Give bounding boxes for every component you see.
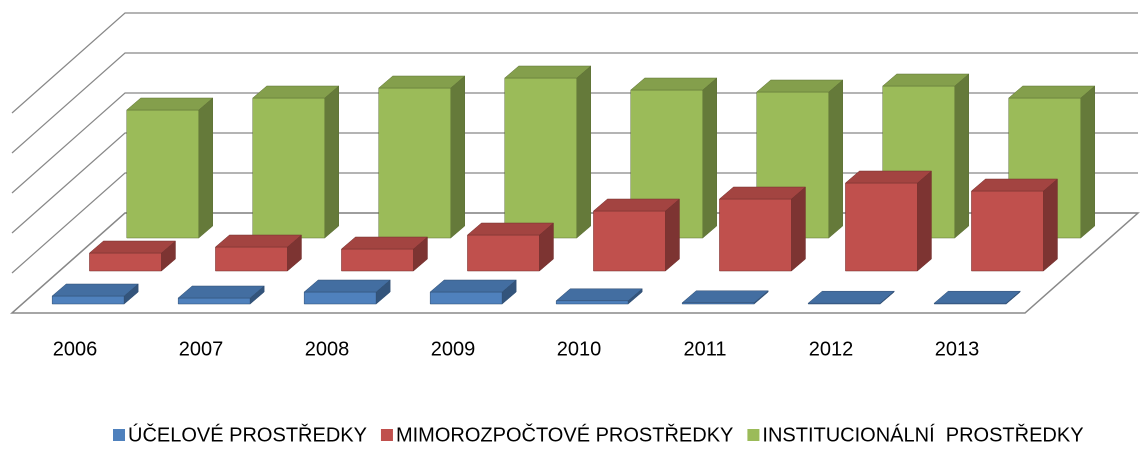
bar-top [718,186,807,200]
bar-top [844,170,933,184]
bar [51,283,139,305]
bar [214,234,303,272]
bar-top [252,85,340,99]
bar [378,75,466,239]
bar-front [593,210,666,272]
bar-front [845,182,918,272]
bar-top [933,290,1021,304]
bar-side [1080,85,1095,239]
bar [681,290,769,305]
bar [303,279,391,305]
bar-front [467,234,540,272]
bar [844,170,933,272]
bar-front [303,291,377,305]
bar-top [51,283,139,297]
bar-top [630,77,718,91]
bar [126,97,214,239]
bar-side [198,97,213,239]
bar-top [882,73,970,87]
legend-label: ÚČELOVÉ PROSTŘEDKY [128,423,367,445]
bar-side [324,85,339,239]
bar-side [665,198,680,272]
x-tick-label: 2006 [53,338,98,360]
bar [429,279,517,305]
bar-front [429,291,503,305]
bar-front [126,109,199,239]
bar-front [341,248,414,272]
bar [88,240,177,272]
bar-side [576,65,591,239]
bar [177,285,265,305]
legend-swatch [113,429,125,441]
x-tick-label: 2013 [935,338,980,360]
bar-side [1043,178,1058,272]
x-tick-label: 2012 [809,338,854,360]
legend-label: MIMOROZPOČTOVÉ PROSTŘEDKY [396,423,733,445]
bar [504,65,592,239]
bar-front [555,300,629,305]
bar-top [429,279,517,293]
bar [555,288,643,305]
bar-top [592,198,681,212]
bar-top [303,279,391,293]
bar-side [828,79,843,239]
legend-label: INSTITUCIONÁLNÍ PROSTŘEDKY [762,423,1083,445]
bar-front [252,97,325,239]
bar [252,85,340,239]
bar-front [177,297,251,305]
bar-top [555,288,643,302]
bar-top [378,75,466,89]
bar-top [970,178,1059,192]
bar-top [126,97,214,111]
bar-top [756,79,844,93]
bar-front [719,198,792,272]
bar [807,290,895,305]
bar-top [88,240,177,254]
legend-swatch [747,429,760,441]
legend-swatch [380,429,393,441]
bar-side [791,186,806,272]
bar [718,186,807,272]
bar-front [51,295,125,305]
bar [340,236,429,272]
bar [630,77,718,239]
bar-top [466,222,555,236]
bar-top [504,65,592,79]
bar-top [177,285,265,299]
bar-front [971,190,1044,272]
bar-front [215,246,288,272]
x-tick-label: 2008 [305,338,350,360]
bar-top [214,234,303,248]
bar-side [702,77,717,239]
bar-front [504,77,577,239]
grid-line [11,52,1138,154]
grid-line [11,12,1138,114]
x-tick-label: 2010 [557,338,602,360]
bar-top [807,290,895,304]
bar-top [340,236,429,250]
x-tick-label: 2009 [431,338,476,360]
bar-top [1008,85,1096,99]
bar-side [954,73,969,239]
bar [592,198,681,272]
bar [933,290,1021,305]
bar [466,222,555,272]
bar [970,178,1059,272]
x-tick-label: 2007 [179,338,224,360]
bar-front [378,87,451,239]
x-tick-label: 2011 [683,338,726,360]
bar-side [450,75,465,239]
bar-side [917,170,932,272]
bar-top [681,290,769,304]
bar-front [89,252,162,272]
